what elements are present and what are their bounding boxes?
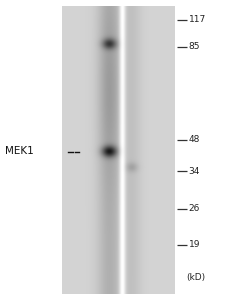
Text: 19: 19 — [188, 240, 199, 249]
Text: 34: 34 — [188, 167, 199, 176]
Text: MEK1: MEK1 — [5, 146, 33, 157]
Text: 85: 85 — [188, 42, 199, 51]
Text: 48: 48 — [188, 135, 199, 144]
Text: 117: 117 — [188, 15, 205, 24]
Text: 26: 26 — [188, 204, 199, 213]
Text: (kD): (kD) — [185, 273, 204, 282]
